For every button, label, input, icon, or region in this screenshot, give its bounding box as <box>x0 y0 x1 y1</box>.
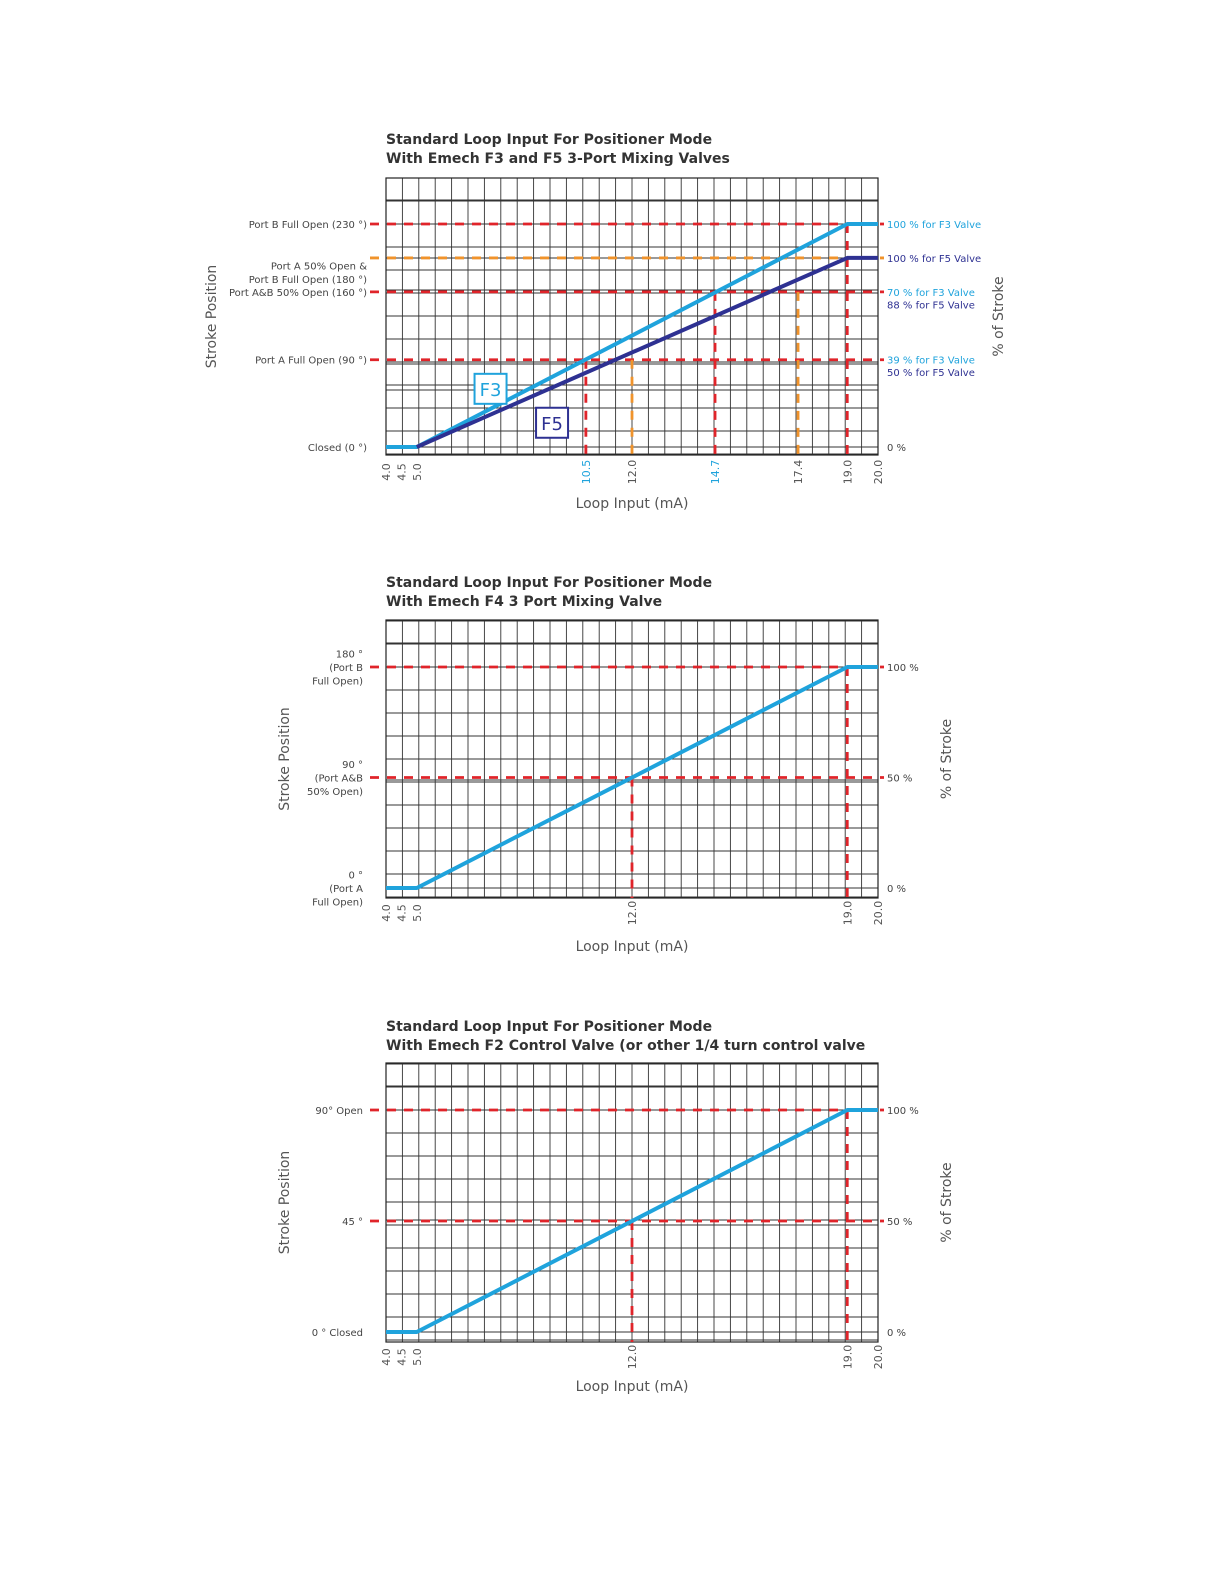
right-axis-label: 88 % for F5 Valve <box>887 300 975 311</box>
x-tick-label: 12.0 <box>626 460 639 485</box>
y-axis-label: Full Open) <box>312 898 363 909</box>
right-axis-label: 100 % for F5 Valve <box>887 254 981 265</box>
x-axis-title: Loop Input (mA) <box>576 939 689 955</box>
y-axis-label: Full Open) <box>312 677 363 688</box>
series-label-box <box>535 406 570 439</box>
chart-title-line: With Emech F4 3 Port Mixing Valve <box>386 594 662 610</box>
y2-axis-title: % of Stroke <box>991 276 1007 356</box>
x-tick-label: 4.5 <box>395 463 408 481</box>
y-axis-title: Stroke Position <box>277 1151 293 1255</box>
x-tick-label: 10.5 <box>580 460 593 485</box>
y-axis-label: Port B Full Open (230 °) <box>249 220 367 231</box>
x-tick-label: 12.0 <box>626 901 639 926</box>
y-axis-title: Stroke Position <box>277 707 293 811</box>
y-axis-label: Port B Full Open (180 °) <box>249 275 367 286</box>
right-axis-label: 0 % <box>887 1328 906 1339</box>
y-axis-label: (Port A&B <box>315 774 364 785</box>
x-tick-label: 20.0 <box>872 1345 885 1370</box>
y-axis-label: (Port B <box>329 663 363 674</box>
chart-title-line: With Emech F3 and F5 3-Port Mixing Valve… <box>386 151 730 167</box>
x-tick-label: 19.0 <box>841 1345 854 1370</box>
y-axis-label: Closed (0 °) <box>308 443 367 454</box>
y-axis-label: (Port A <box>329 884 363 895</box>
x-tick-label: 4.5 <box>395 904 408 922</box>
chart-title-line: Standard Loop Input For Positioner Mode <box>386 1019 712 1035</box>
chart-1: Standard Loop Input For Positioner Mode W… <box>204 132 1007 512</box>
x-axis-title: Loop Input (mA) <box>576 496 689 512</box>
x-tick-label: 19.0 <box>841 460 854 485</box>
x-tick-label: 20.0 <box>872 901 885 926</box>
y-axis-label: Port A Full Open (90 °) <box>255 356 367 367</box>
right-axis-label: 100 % <box>887 663 919 674</box>
grid <box>385 177 879 456</box>
right-axis-label: 70 % for F3 Valve <box>887 288 975 299</box>
right-axis-label: 0 % <box>887 884 906 895</box>
x-tick-label: 4.5 <box>395 1348 408 1366</box>
x-tick-label: 5.0 <box>411 1348 424 1366</box>
y-axis-label: 0 ° Closed <box>312 1328 363 1339</box>
chart-3: Standard Loop Input For Positioner Mode W… <box>277 1019 955 1395</box>
y-axis-label: Port A 50% Open & <box>271 261 367 272</box>
y-axis-title: Stroke Position <box>204 265 220 369</box>
chart-title-line: With Emech F2 Control Valve (or other 1/… <box>386 1038 865 1054</box>
x-tick-label: 4.0 <box>380 1348 393 1366</box>
right-axis-label: 100 % <box>887 1106 919 1117</box>
y-axis-label: 90 ° <box>342 760 363 771</box>
y-axis-label: 45 ° <box>342 1217 363 1228</box>
series-label: F3 <box>480 380 502 401</box>
y-axis-label: 90° Open <box>315 1106 363 1117</box>
x-axis-title: Loop Input (mA) <box>576 1379 689 1395</box>
series-line <box>386 1108 878 1334</box>
right-axis-label: 50 % for F5 Valve <box>887 368 975 379</box>
x-tick-label: 12.0 <box>626 1345 639 1370</box>
x-tick-label: 14.7 <box>709 460 722 485</box>
plot-frame <box>385 177 879 456</box>
grid <box>385 619 879 899</box>
series-label-box <box>473 372 508 405</box>
y-axis-label: 0 ° <box>348 871 363 882</box>
y-axis-label: 50% Open) <box>307 787 363 798</box>
x-tick-label: 4.0 <box>380 463 393 481</box>
right-axis-label: 50 % <box>887 774 912 785</box>
chart-2: Standard Loop Input For Positioner Mode W… <box>277 575 955 955</box>
x-tick-label: 4.0 <box>380 904 393 922</box>
y-axis-label: 180 ° <box>336 650 363 661</box>
grid <box>385 1062 879 1343</box>
right-axis-label: 50 % <box>887 1217 912 1228</box>
chart-title-line: Standard Loop Input For Positioner Mode <box>386 132 712 148</box>
x-tick-label: 19.0 <box>841 901 854 926</box>
series-label: F5 <box>541 414 563 435</box>
right-axis-label: 100 % for F3 Valve <box>887 220 981 231</box>
y2-axis-title: % of Stroke <box>939 719 955 799</box>
series-line <box>386 665 878 890</box>
right-axis-label: 0 % <box>887 443 906 454</box>
x-tick-label: 20.0 <box>872 460 885 485</box>
series-line <box>415 255 878 449</box>
x-tick-label: 17.4 <box>792 460 805 485</box>
series-line <box>386 222 878 449</box>
x-tick-label: 5.0 <box>411 463 424 481</box>
y2-axis-title: % of Stroke <box>939 1162 955 1242</box>
right-axis-label: 39 % for F3 Valve <box>887 356 975 367</box>
x-tick-label: 5.0 <box>411 904 424 922</box>
y-axis-label: Port A&B 50% Open (160 °) <box>229 288 367 299</box>
chart-title-line: Standard Loop Input For Positioner Mode <box>386 575 712 591</box>
